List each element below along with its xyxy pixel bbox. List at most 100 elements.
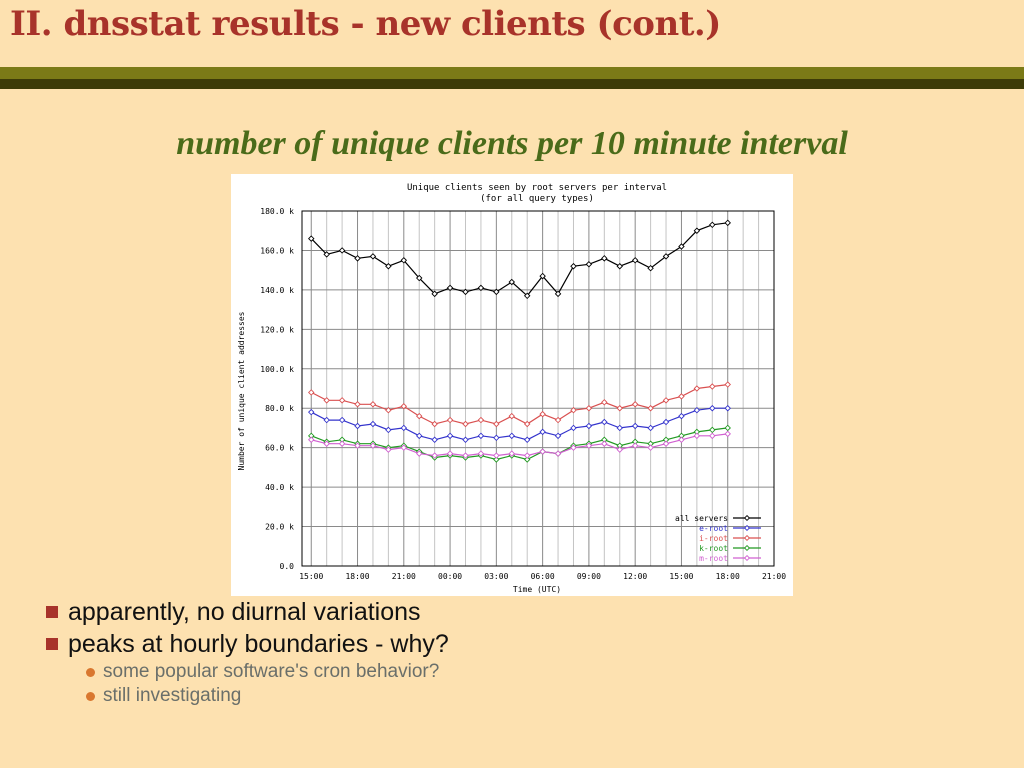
data-point: [585, 422, 593, 430]
data-point: [724, 381, 731, 388]
data-point: [678, 436, 685, 444]
legend-label: k-root: [699, 544, 728, 553]
data-point: [554, 290, 562, 298]
data-point: [523, 452, 531, 459]
data-point: [477, 284, 485, 292]
data-point: [523, 456, 531, 463]
data-point: [647, 404, 654, 412]
data-point: [354, 255, 361, 262]
data-point: [354, 422, 361, 430]
data-point: [709, 432, 716, 440]
y-tick-label: 0.0: [280, 562, 295, 571]
data-point: [616, 404, 623, 412]
data-point: [724, 404, 731, 412]
data-point: [678, 393, 685, 400]
data-point: [338, 247, 346, 254]
data-point: [539, 272, 546, 280]
data-point: [308, 408, 315, 416]
data-point: [724, 424, 731, 432]
data-point: [385, 262, 392, 270]
data-point: [570, 406, 577, 414]
data-point: [385, 446, 392, 453]
unique-clients-chart: Unique clients seen by root servers per …: [231, 174, 793, 596]
legend-label: m-root: [699, 554, 728, 563]
data-point: [585, 442, 593, 449]
x-tick-label: 21:00: [392, 572, 416, 581]
data-point: [369, 442, 377, 449]
data-point: [647, 424, 654, 432]
data-point: [508, 412, 516, 420]
data-point: [462, 436, 469, 444]
data-point: [338, 440, 346, 447]
data-point: [385, 426, 392, 434]
data-point: [354, 442, 361, 449]
legend-marker: [743, 534, 751, 542]
title-divider-bottom: [0, 79, 1024, 89]
data-point: [616, 424, 623, 432]
round-bullet-icon: [86, 667, 95, 677]
data-point: [477, 450, 485, 457]
slide-title: II. dnsstat results - new clients (cont.…: [10, 4, 721, 44]
sub-bullet-text: still investigating: [103, 685, 242, 706]
data-point: [508, 432, 516, 440]
data-point: [554, 432, 562, 440]
data-point: [585, 261, 593, 268]
series-line: [311, 384, 728, 425]
data-point: [508, 450, 516, 457]
data-point: [308, 436, 315, 444]
square-bullet-icon: [46, 606, 58, 618]
data-point: [323, 440, 330, 447]
data-point: [462, 420, 469, 428]
data-point: [631, 442, 639, 449]
data-point: [601, 440, 608, 447]
data-point: [493, 434, 500, 442]
y-axis-label: Number of unique client addresses: [237, 311, 246, 470]
legend-label: i-root: [699, 534, 728, 543]
x-tick-label: 09:00: [577, 572, 601, 581]
data-point: [493, 452, 500, 459]
series-e-root: [308, 404, 731, 444]
data-point: [601, 418, 608, 426]
y-tick-label: 40.0 k: [265, 483, 294, 492]
data-point: [709, 221, 716, 229]
data-point: [400, 403, 408, 410]
x-tick-label: 18:00: [716, 572, 740, 581]
data-point: [570, 444, 577, 451]
data-point: [523, 420, 531, 428]
data-point: [539, 410, 546, 418]
data-point: [354, 401, 361, 408]
square-bullet-icon: [46, 638, 58, 650]
data-point: [431, 290, 438, 298]
bullet-text: apparently, no diurnal variations: [68, 597, 421, 626]
y-tick-label: 120.0 k: [260, 325, 294, 334]
x-axis-label: Time (UTC): [513, 585, 561, 594]
data-point: [385, 406, 392, 414]
y-tick-label: 60.0 k: [265, 444, 294, 453]
y-tick-label: 160.0 k: [260, 246, 294, 255]
data-point: [493, 288, 500, 296]
series-line: [311, 407, 728, 441]
data-point: [693, 432, 701, 440]
bullet-list: apparently, no diurnal variations peaks …: [46, 596, 449, 708]
legend-marker: [743, 514, 751, 522]
data-point: [323, 251, 330, 258]
data-point: [678, 412, 685, 420]
legend-marker: [743, 544, 751, 552]
data-point: [369, 253, 377, 260]
data-point: [431, 436, 438, 444]
series-line: [310, 222, 728, 297]
data-point: [693, 406, 701, 414]
x-tick-label: 15:00: [669, 572, 693, 581]
series-m-root: [308, 430, 731, 459]
data-point: [446, 450, 454, 457]
data-point: [709, 383, 716, 390]
series-i-root: [308, 381, 731, 428]
data-point: [493, 456, 500, 463]
data-point: [539, 448, 546, 455]
data-point: [709, 426, 716, 434]
data-point: [477, 432, 485, 440]
legend-marker: [743, 524, 751, 532]
sub-bullet-text: some popular software's cron behavior?: [103, 661, 440, 682]
data-point: [400, 444, 408, 451]
legend-label: e-root: [699, 524, 728, 533]
